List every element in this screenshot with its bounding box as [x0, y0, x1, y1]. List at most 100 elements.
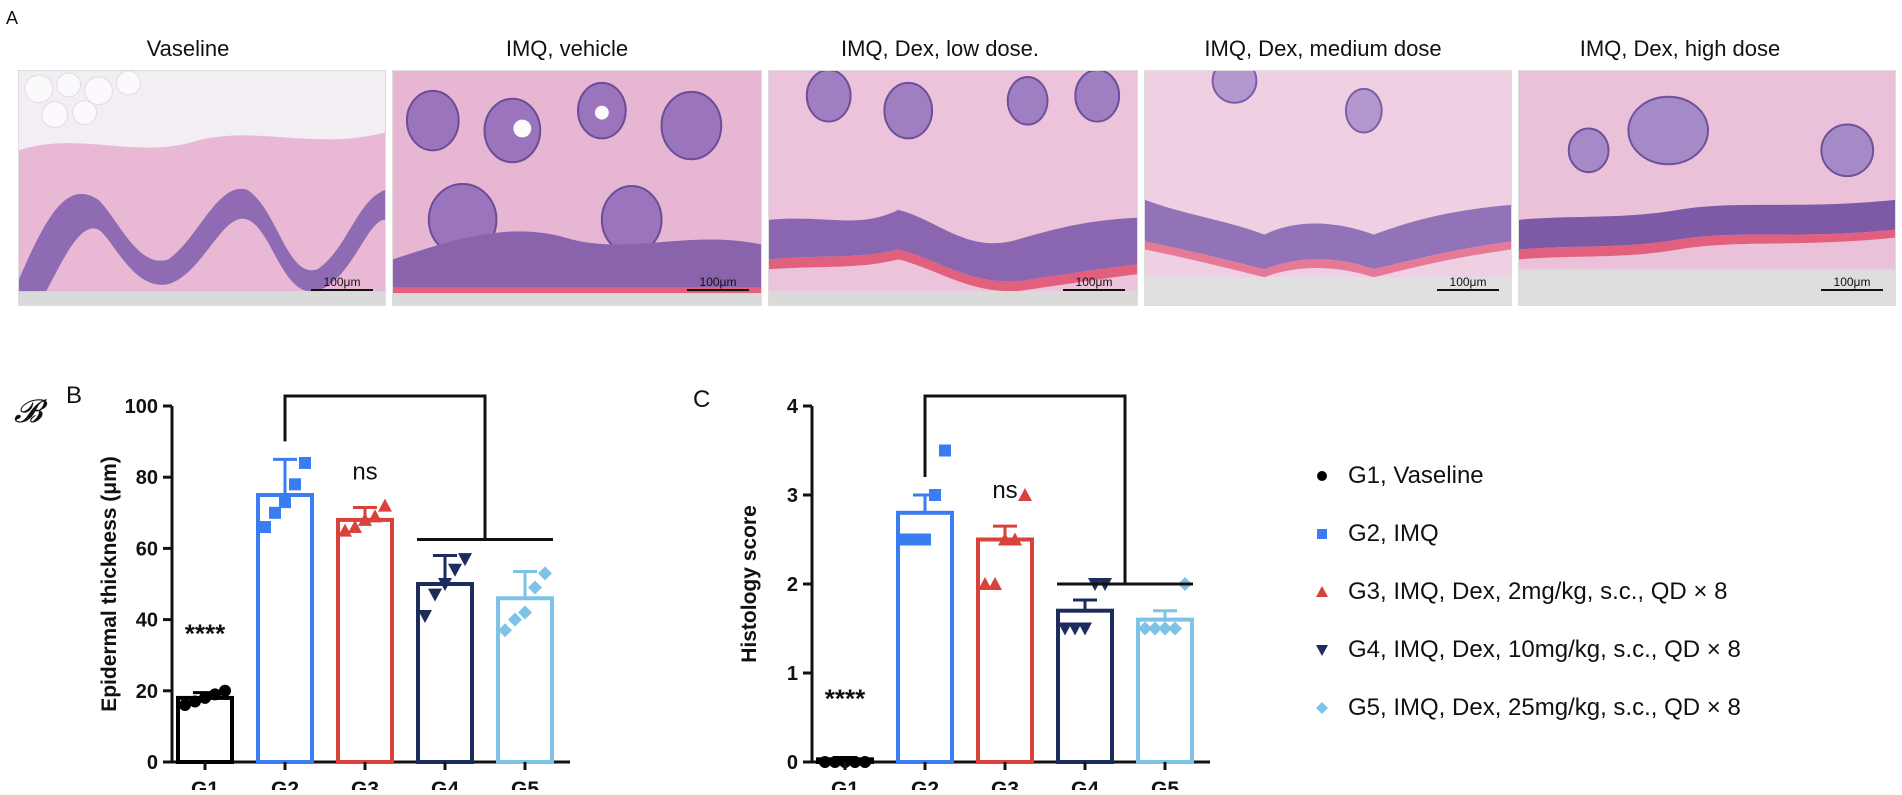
significance-g3: ns	[992, 477, 1017, 504]
legend-label: G3, IMQ, Dex, 2mg/kg, s.c., QD × 8	[1348, 578, 1728, 605]
legend-label: G1, Vaseline	[1348, 462, 1484, 489]
significance-bracket-label: ****	[1045, 380, 1086, 390]
data-point	[418, 610, 432, 624]
data-point	[1138, 621, 1152, 636]
y-tick-label: 1	[787, 663, 798, 685]
data-point	[939, 444, 951, 457]
scale-bar: 100μm	[1437, 275, 1499, 291]
data-point	[348, 520, 362, 534]
significance-bracket	[923, 394, 1127, 585]
panel-label-b: B	[66, 382, 83, 409]
triangle-down-marker-icon	[1316, 645, 1328, 656]
data-point	[1078, 622, 1092, 636]
panel-label-a: A	[6, 8, 19, 28]
histology-image-imq-vehicle: 100μm	[392, 70, 762, 306]
x-tick-label: G3	[351, 778, 379, 790]
bar-g3	[976, 537, 1034, 764]
significance-g1: ****	[825, 684, 866, 714]
data-point	[219, 684, 231, 697]
histo-title-low-dose: IMQ, Dex, low dose.	[840, 36, 1040, 61]
histology-image-medium-dose: 100μm	[1144, 70, 1512, 306]
data-point	[179, 699, 191, 712]
y-tick-label: 0	[147, 752, 158, 774]
panel-label-c: C	[693, 386, 711, 413]
data-point	[909, 533, 921, 546]
chart-histology-score: 0 1 2 3 4 Histology score G1 G2 G3 G4 G5 **** ns ****	[740, 380, 1210, 790]
bar-g3	[336, 517, 394, 764]
x-tick-label: G5	[1151, 778, 1179, 790]
data-point	[538, 566, 552, 581]
data-point	[1018, 488, 1032, 501]
histo-title-high-dose: IMQ, Dex, high dose	[1579, 36, 1781, 61]
x-tick-label: G4	[431, 778, 459, 790]
x-tick-label: G2	[271, 778, 299, 790]
data-point	[1058, 622, 1072, 636]
x-tick-label: G4	[1071, 778, 1099, 790]
x-tick-label: G5	[511, 778, 539, 790]
bar-g5	[496, 596, 554, 764]
data-point	[528, 580, 542, 595]
data-point	[819, 756, 831, 768]
data-point	[368, 509, 382, 523]
y-tick-label: 80	[136, 467, 158, 489]
data-point	[929, 489, 941, 501]
data-point	[189, 695, 201, 708]
y-tick-label: 3	[787, 485, 798, 507]
data-point	[428, 588, 442, 602]
diamond-marker-icon	[1316, 702, 1328, 714]
x-tick-label: G2	[911, 778, 939, 790]
data-point	[269, 506, 281, 519]
circle-marker-icon	[1317, 471, 1327, 481]
data-point	[899, 533, 911, 546]
y-tick-label: 2	[787, 574, 798, 596]
data-point	[279, 496, 291, 509]
data-point	[1068, 622, 1082, 636]
y-tick-label: 100	[125, 396, 158, 418]
data-point	[508, 612, 522, 627]
histo-title-imq-vehicle: IMQ, vehicle	[505, 36, 629, 61]
data-point	[978, 577, 992, 590]
data-point	[988, 577, 1002, 590]
histo-title-vaseline: Vaseline	[146, 36, 230, 61]
y-tick-label: 0	[787, 752, 798, 774]
histology-image-high-dose: 100μm	[1518, 70, 1896, 306]
legend-label: G2, IMQ	[1348, 520, 1439, 547]
y-tick-label: 4	[787, 396, 799, 418]
data-point	[299, 456, 311, 469]
data-point	[498, 623, 512, 638]
data-point	[338, 523, 352, 537]
legend-label: G4, IMQ, Dex, 10mg/kg, s.c., QD × 8	[1348, 636, 1741, 663]
triangle-up-marker-icon	[1316, 586, 1328, 597]
data-point	[1008, 532, 1022, 546]
y-tick-label: 60	[136, 538, 158, 560]
data-point	[289, 478, 301, 491]
data-point	[919, 533, 931, 546]
x-tick-label: G1	[831, 778, 859, 790]
data-point	[458, 553, 472, 567]
scale-bar: 100μm	[311, 275, 373, 291]
chart-epidermal-thickness: 0 20 40 60 80 100 Epidermal thickness (μm) G1 G2…	[100, 380, 570, 790]
data-point	[438, 578, 452, 591]
significance-g3: ns	[352, 458, 377, 485]
scale-bar: 100μm	[1063, 275, 1125, 291]
y-axis-label: Epidermal thickness (μm)	[100, 456, 121, 712]
data-point	[518, 605, 532, 620]
x-tick-label: G1	[191, 778, 219, 790]
bar-g2	[896, 510, 954, 764]
data-point	[378, 498, 392, 512]
significance-bracket	[283, 394, 487, 540]
panel-label-b-script: 𝓑	[14, 392, 43, 430]
histo-title-medium-dose: IMQ, Dex, medium dose	[1204, 36, 1442, 61]
data-point	[849, 756, 861, 768]
x-tick-label: G3	[991, 778, 1019, 790]
data-point	[1148, 621, 1162, 636]
y-tick-label: 40	[136, 610, 158, 632]
data-point	[199, 691, 211, 704]
scale-bar: 100μm	[1821, 275, 1883, 291]
data-point	[1158, 621, 1172, 636]
significance-g1: ****	[185, 619, 226, 649]
scale-bar: 100μm	[687, 275, 749, 291]
histology-image-low-dose: 100μm	[768, 70, 1138, 306]
data-point	[358, 512, 372, 526]
data-point	[448, 563, 462, 577]
